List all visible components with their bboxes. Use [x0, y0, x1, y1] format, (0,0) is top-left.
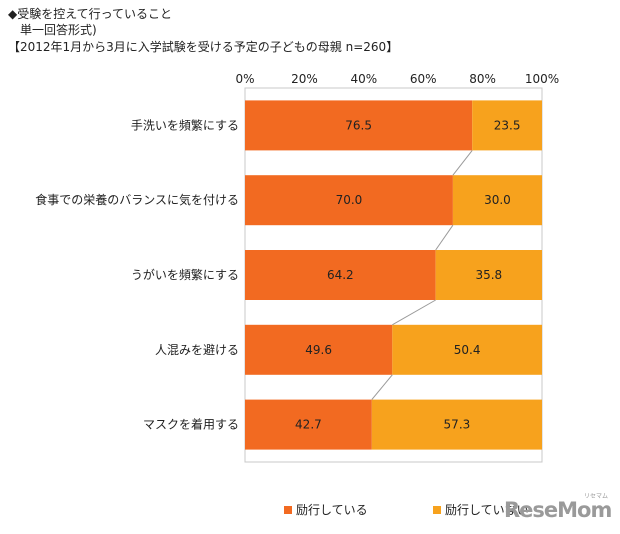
legend-swatch — [433, 506, 441, 514]
data-label: 23.5 — [494, 118, 521, 132]
chart-sample-note: 【2012年1月から3月に入学試験を受ける予定の子どもの母親 n=260】 — [8, 40, 399, 54]
x-tick-label: 100% — [525, 72, 559, 86]
category-label: マスクを着用する — [143, 417, 239, 432]
category-label: うがいを頻繁にする — [131, 267, 239, 282]
data-label: 64.2 — [327, 268, 354, 282]
bar-segment-励行している — [245, 250, 436, 300]
data-label: 30.0 — [484, 193, 511, 207]
data-label: 49.6 — [305, 343, 332, 357]
series-connector-line — [371, 374, 393, 400]
chart-title: ◆受験を控えて行っていること — [8, 7, 173, 21]
legend-label: 励行している — [296, 503, 368, 517]
bar-segment-励行している — [245, 175, 453, 226]
chart-subtitle: 単一回答形式) — [20, 23, 97, 37]
x-tick-label: 80% — [469, 72, 496, 86]
resemom-logo: ReseMom — [504, 498, 612, 522]
category-label: 人混みを避ける — [155, 343, 239, 357]
data-label: 76.5 — [345, 118, 372, 132]
data-label: 57.3 — [444, 418, 471, 432]
series-connector-line — [435, 224, 454, 251]
bar-segment-励行していない — [472, 100, 542, 151]
x-tick-label: 0% — [235, 72, 254, 86]
x-tick-label: 60% — [410, 72, 437, 86]
bar-segment-励行している — [245, 100, 473, 151]
legend-label: 励行していない — [445, 503, 529, 517]
bar-segment-励行していない — [392, 324, 542, 375]
x-tick-label: 40% — [350, 72, 377, 86]
category-label: 食事での栄養のバランスに気を付ける — [35, 192, 239, 207]
data-label: 42.7 — [295, 418, 322, 432]
bar-segment-励行している — [245, 399, 372, 450]
bar-segment-励行していない — [452, 175, 542, 226]
data-label: 35.8 — [475, 268, 502, 282]
series-connector-line — [452, 150, 473, 176]
bar-segment-励行していない — [435, 250, 542, 300]
bar-segment-励行していない — [371, 399, 542, 450]
category-label: 手洗いを頻繁にする — [131, 117, 239, 132]
data-label: 70.0 — [336, 193, 363, 207]
series-connector-line — [392, 299, 436, 326]
resemom-logo-sub: リセマム — [584, 493, 609, 500]
data-label: 50.4 — [454, 343, 481, 357]
x-tick-label: 20% — [291, 72, 318, 86]
bar-segment-励行している — [245, 324, 393, 375]
legend-swatch — [284, 506, 292, 514]
